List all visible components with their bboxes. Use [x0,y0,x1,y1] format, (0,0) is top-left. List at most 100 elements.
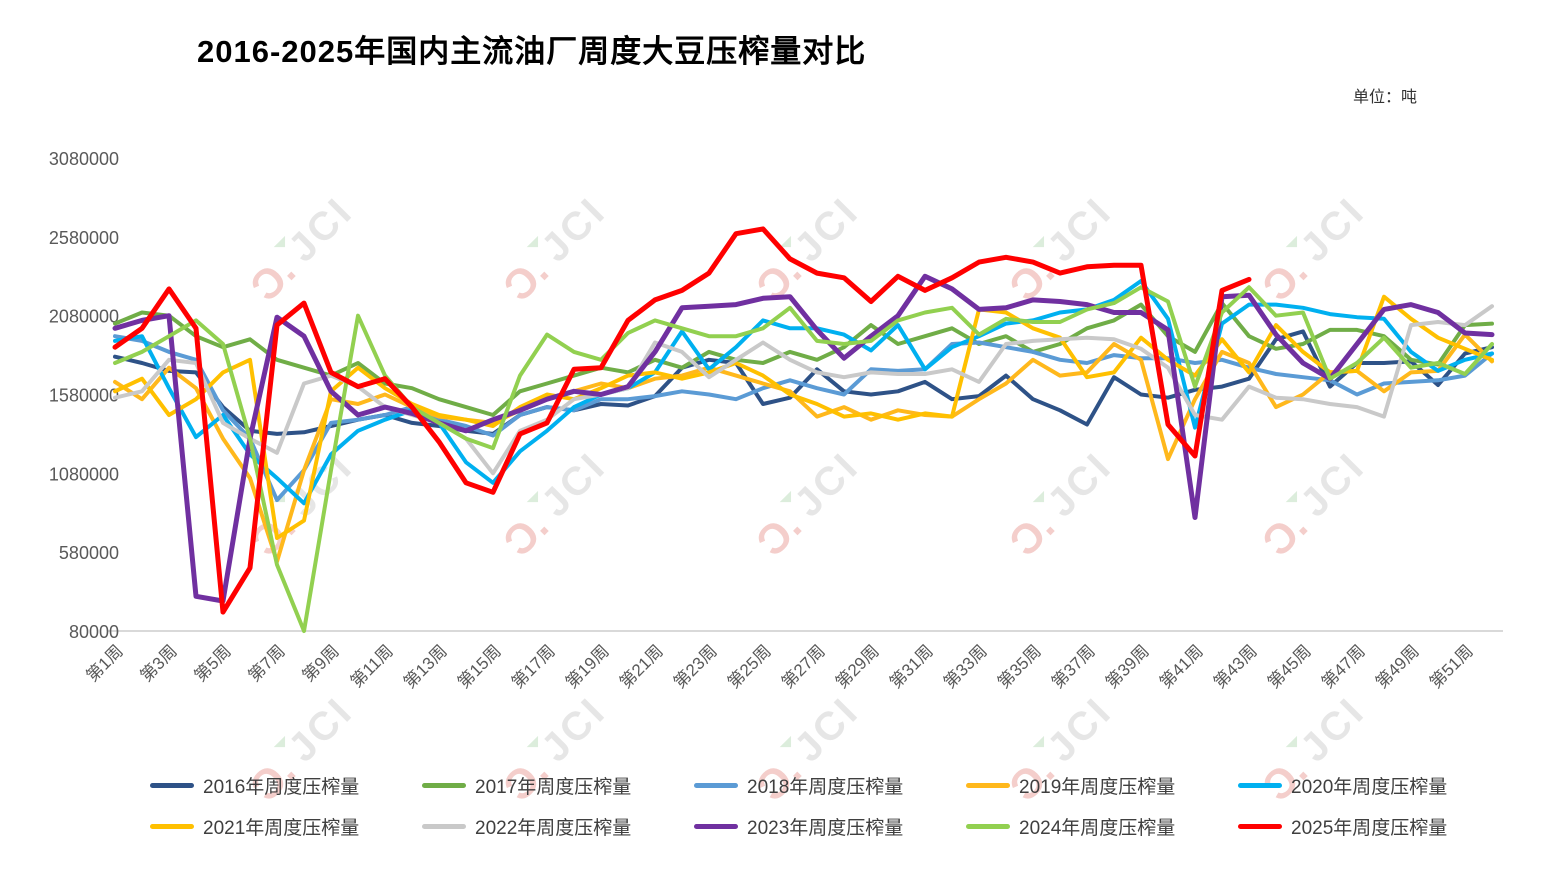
y-axis-tick-label: 3080000 [49,149,119,169]
legend-label-2025: 2025年周度压榨量 [1291,818,1448,839]
svg-text:JCI: JCI [533,189,614,270]
svg-text:Ɔ.: Ɔ. [747,502,810,565]
svg-text:Ɔ.: Ɔ. [241,247,304,310]
legend-label-2024: 2024年周度压榨量 [1019,818,1176,839]
x-axis-tick-label: 第21周 [616,641,667,692]
legend-label-2018: 2018年周度压榨量 [747,777,904,798]
x-axis-tick-label: 第37周 [1048,641,1099,692]
legend-label-2019: 2019年周度压榨量 [1019,777,1176,798]
x-axis-tick-label: 第11周 [347,641,397,691]
y-axis-tick-label: 80000 [69,622,119,642]
x-axis-tick-label: 第5周 [191,641,235,685]
svg-text:JCI: JCI [533,444,614,525]
chart-title: 2016-2025年国内主流油厂周度大豆压榨量对比 [197,34,867,69]
svg-text:Ɔ.: Ɔ. [494,502,557,565]
legend-item-2025: 2025年周度压榨量 [1238,813,1510,840]
svg-text:Ɔ.: Ɔ. [494,247,557,310]
legend-swatch-2024 [966,824,1010,829]
x-axis-tick-label: 第9周 [299,641,343,685]
x-axis-tick-label: 第13周 [400,641,451,692]
x-axis-tick-label: 第51周 [1426,641,1477,692]
x-axis-tick-label: 第33周 [940,641,991,692]
legend-item-2021: 2021年周度压榨量 [150,813,422,840]
y-axis-tick-label: 1080000 [49,464,119,484]
legend-item-2023: 2023年周度压榨量 [694,813,966,840]
unit-label: 单位：吨 [1353,89,1418,106]
x-axis-tick-label: 第27周 [778,641,829,692]
series-line-2018 [113,334,1494,503]
series-line-2020 [113,279,1494,506]
legend-swatch-2025 [1238,824,1282,829]
y-axis-tick-label: 2080000 [49,307,119,327]
legend-swatch-2017 [422,783,466,788]
svg-text:JCI: JCI [1292,444,1373,525]
x-axis-tick-label: 第47周 [1318,641,1369,692]
legend-row-2: 2021年周度压榨量 2022年周度压榨量 2023年周度压榨量 2024年周度压榨量… [150,813,1510,840]
jci-watermark: Ɔ.JCI [747,444,867,565]
x-axis-tick-label: 第17周 [508,641,559,692]
svg-text:JCI: JCI [1039,189,1120,270]
svg-text:JCI: JCI [1292,689,1373,770]
x-axis-tick-label: 第43周 [1210,641,1261,692]
x-axis-tick-label: 第3周 [137,641,181,685]
jci-watermark: Ɔ.JCI [494,189,614,310]
legend-item-2024: 2024年周度压榨量 [966,813,1238,840]
series-line-2022 [113,304,1494,476]
x-axis-tick-label: 第41周 [1156,641,1207,692]
legend-swatch-2021 [150,824,194,829]
svg-text:JCI: JCI [1039,444,1120,525]
legend-swatch-2018 [694,783,738,788]
y-axis-tick-label: 1580000 [49,386,119,406]
x-axis-tick-label: 第25周 [724,641,775,692]
chart-legend: 2016年周度压榨量 2017年周度压榨量 2018年周度压榨量 2019年周度压榨量… [150,772,1510,840]
jci-watermark: Ɔ.JCI [1000,189,1120,310]
legend-label-2020: 2020年周度压榨量 [1291,777,1448,798]
legend-item-2017: 2017年周度压榨量 [422,772,694,799]
legend-item-2019: 2019年周度压榨量 [966,772,1238,799]
y-axis-tick-label: 580000 [59,543,119,563]
svg-text:JCI: JCI [280,689,361,770]
svg-text:Ɔ.: Ɔ. [1000,502,1063,565]
svg-text:JCI: JCI [533,689,614,770]
jci-watermark: Ɔ.JCI [241,189,361,310]
legend-swatch-2022 [422,824,466,829]
series-line-2017 [113,301,1494,417]
jci-watermark: Ɔ.JCI [747,189,867,310]
svg-text:JCI: JCI [786,689,867,770]
legend-item-2022: 2022年周度压榨量 [422,813,694,840]
x-axis-tick-label: 第49周 [1372,641,1423,692]
legend-swatch-2019 [966,783,1010,788]
series-line-2024 [113,285,1494,633]
x-axis-tick-label: 第19周 [562,641,613,692]
legend-swatch-2023 [694,824,738,829]
x-axis-tick-label: 第29周 [832,641,883,692]
legend-item-2016: 2016年周度压榨量 [150,772,422,799]
svg-text:Ɔ.: Ɔ. [1253,502,1316,565]
x-axis-tick-label: 第15周 [454,641,505,692]
legend-label-2023: 2023年周度压榨量 [747,818,904,839]
legend-label-2017: 2017年周度压榨量 [475,777,632,798]
y-axis-tick-label: 2580000 [49,228,119,248]
svg-text:JCI: JCI [786,444,867,525]
legend-label-2022: 2022年周度压榨量 [475,818,632,839]
jci-watermark: Ɔ.JCI [1253,444,1373,565]
x-axis-tick-label: 第45周 [1264,641,1315,692]
legend-swatch-2016 [150,783,194,788]
x-axis-tick-label: 第23周 [670,641,721,692]
svg-text:JCI: JCI [786,189,867,270]
legend-item-2018: 2018年周度压榨量 [694,772,966,799]
svg-text:JCI: JCI [280,189,361,270]
legend-label-2016: 2016年周度压榨量 [203,777,360,798]
jci-watermark: Ɔ.JCI [1253,189,1373,310]
legend-swatch-2020 [1238,783,1282,788]
x-axis-tick-label: 第35周 [994,641,1045,692]
x-axis-tick-label: 第39周 [1102,641,1153,692]
legend-row-1: 2016年周度压榨量 2017年周度压榨量 2018年周度压榨量 2019年周度压榨量… [150,772,1510,799]
x-axis-tick-label: 第1周 [83,641,127,685]
svg-text:JCI: JCI [1292,189,1373,270]
x-axis-tick-label: 第31周 [886,641,937,692]
series-line-2025 [112,226,1252,615]
x-axis-tick-label: 第7周 [245,641,289,685]
